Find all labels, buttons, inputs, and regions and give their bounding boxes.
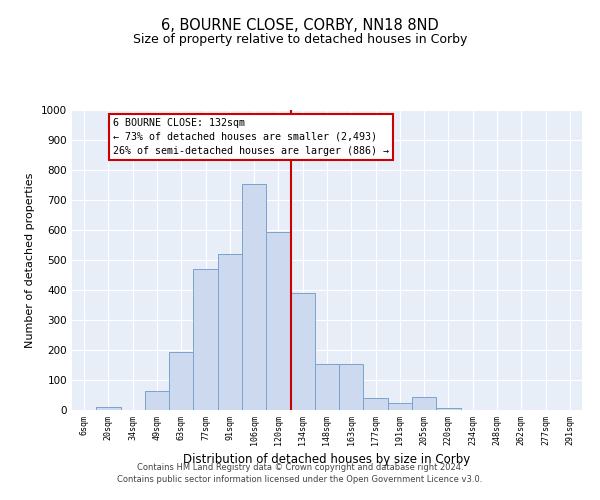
Bar: [242, 184, 266, 410]
Bar: [436, 408, 461, 410]
Bar: [145, 390, 169, 410]
Bar: [339, 364, 364, 410]
Bar: [218, 254, 242, 410]
Text: 6 BOURNE CLOSE: 132sqm
← 73% of detached houses are smaller (2,493)
26% of semi-: 6 BOURNE CLOSE: 132sqm ← 73% of detached…: [113, 118, 389, 156]
Bar: [364, 398, 388, 410]
Text: Size of property relative to detached houses in Corby: Size of property relative to detached ho…: [133, 32, 467, 46]
Text: Contains public sector information licensed under the Open Government Licence v3: Contains public sector information licen…: [118, 474, 482, 484]
Bar: [388, 402, 412, 410]
Bar: [169, 352, 193, 410]
Text: 6, BOURNE CLOSE, CORBY, NN18 8ND: 6, BOURNE CLOSE, CORBY, NN18 8ND: [161, 18, 439, 32]
Text: Contains HM Land Registry data © Crown copyright and database right 2024.: Contains HM Land Registry data © Crown c…: [137, 464, 463, 472]
X-axis label: Distribution of detached houses by size in Corby: Distribution of detached houses by size …: [184, 453, 470, 466]
Bar: [193, 269, 218, 410]
Bar: [266, 232, 290, 410]
Bar: [96, 407, 121, 410]
Bar: [315, 364, 339, 410]
Y-axis label: Number of detached properties: Number of detached properties: [25, 172, 35, 348]
Bar: [412, 398, 436, 410]
Bar: [290, 293, 315, 410]
